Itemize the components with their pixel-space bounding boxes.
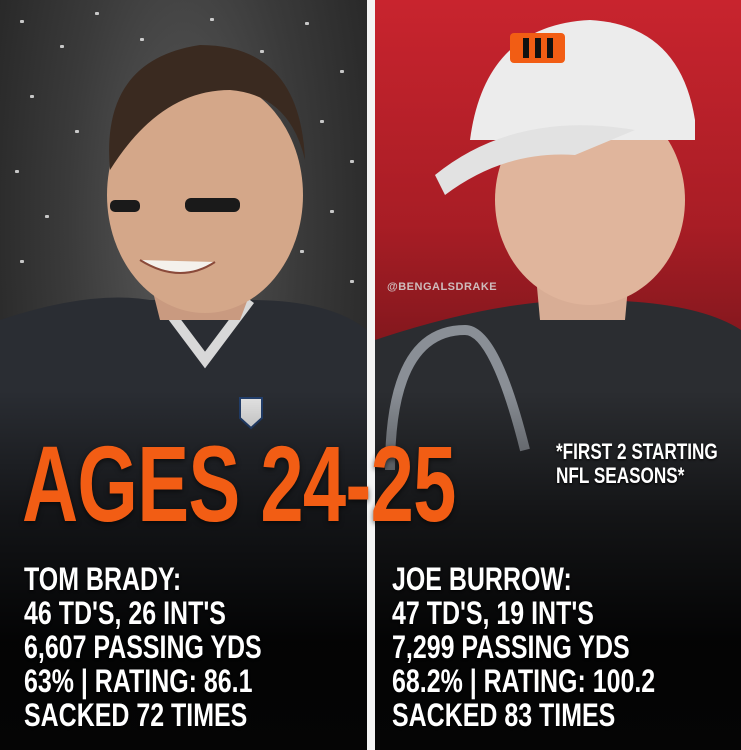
brady-yards: 6,607 PASSING YDS: [24, 629, 262, 665]
watermark: @BENGALSDRAKE: [387, 281, 498, 293]
footnote-line-2: NFL SEASONS*: [556, 463, 685, 488]
burrow-name: JOE BURROW:: [392, 561, 572, 597]
left-photo: [0, 0, 367, 750]
footnote-line-1: *FIRST 2 STARTING: [556, 439, 718, 464]
burrow-yards: 7,299 PASSING YDS: [392, 629, 630, 665]
brady-sacked: SACKED 72 TIMES: [24, 697, 248, 733]
panel-divider: [367, 0, 375, 750]
right-shade: [375, 390, 741, 750]
brady-td-int: 46 TD'S, 26 INT'S: [24, 595, 226, 631]
burrow-pct-rating: 68.2% | RATING: 100.2: [392, 663, 656, 699]
brady-pct-rating: 63% | RATING: 86.1: [24, 663, 253, 699]
brady-name: TOM BRADY:: [24, 561, 182, 597]
burrow-sacked: SACKED 83 TIMES: [392, 697, 616, 733]
left-shade: [0, 390, 367, 750]
footnote: *FIRST 2 STARTING NFL SEASONS*: [556, 440, 718, 488]
burrow-td-int: 47 TD'S, 19 INT'S: [392, 595, 594, 631]
headline-ages: AGES 24-25: [22, 423, 456, 544]
right-photo: [375, 0, 741, 750]
brady-stats: TOM BRADY: 46 TD'S, 26 INT'S 6,607 PASSI…: [24, 562, 262, 732]
burrow-stats: JOE BURROW: 47 TD'S, 19 INT'S 7,299 PASS…: [392, 562, 655, 732]
